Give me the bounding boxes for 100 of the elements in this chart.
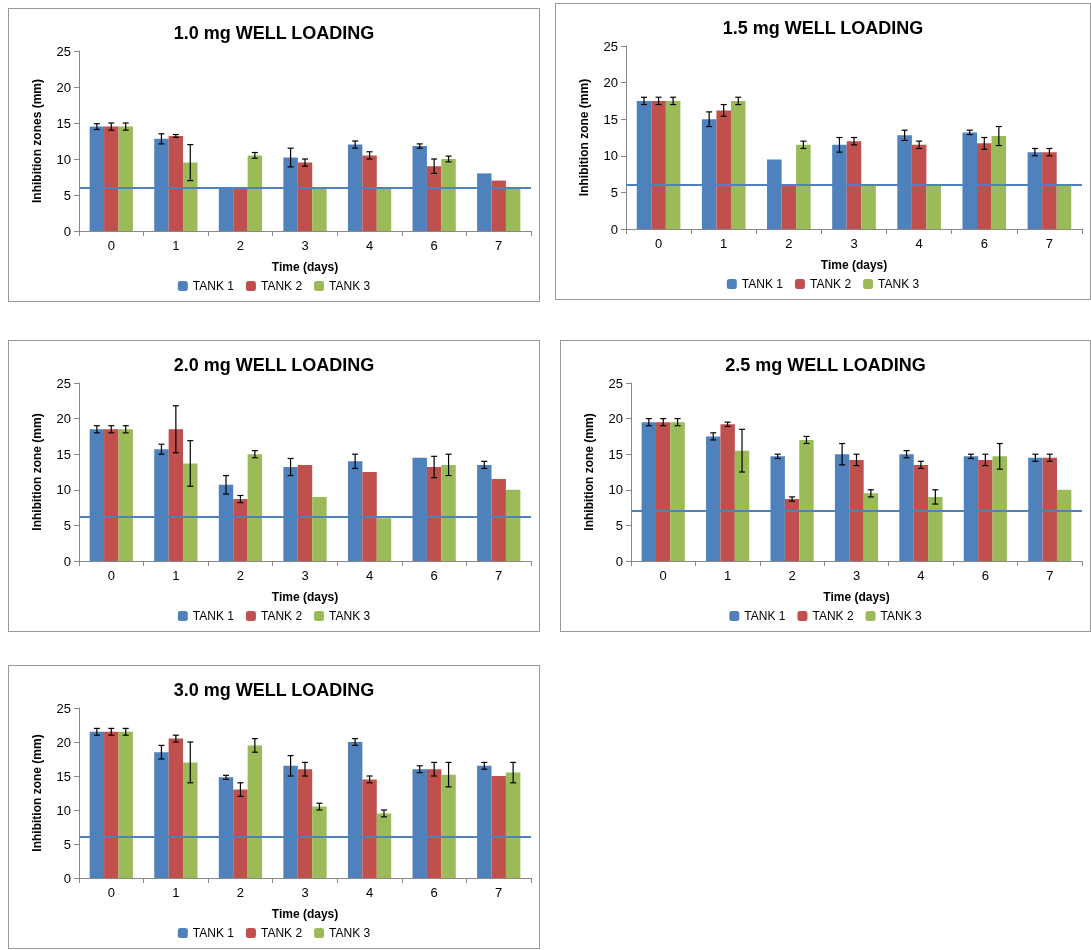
x-tick-label: 0	[107, 238, 115, 253]
legend-label: TANK 2	[260, 926, 303, 940]
bar	[376, 518, 392, 561]
bar	[928, 496, 943, 561]
x-axis-title: Time (days)	[271, 907, 339, 921]
bar	[118, 731, 133, 878]
bar	[977, 143, 992, 229]
y-tick-label: 10	[56, 482, 71, 498]
chart-title: 1.0 mg WELL LOADING	[173, 23, 375, 43]
bar	[104, 731, 119, 878]
x-tick-label: 6	[430, 238, 438, 253]
bar	[247, 155, 263, 231]
y-tick-label: 15	[603, 111, 618, 127]
y-tick-label: 25	[56, 375, 71, 391]
y-tick-label: 20	[603, 75, 618, 91]
x-tick-label: 2	[236, 568, 245, 583]
bar	[376, 813, 392, 878]
x-axis-title: Time (days)	[271, 590, 339, 604]
legend-label: TANK 1	[192, 926, 235, 940]
y-tick-label: 5	[610, 184, 618, 200]
legend-label: TANK 2	[260, 279, 303, 293]
bar	[376, 187, 392, 231]
x-tick-label: 4	[917, 568, 925, 583]
bar	[312, 496, 327, 561]
bar	[118, 126, 133, 231]
chart-title: 1.5 mg WELL LOADING	[722, 18, 924, 38]
bar	[1042, 457, 1057, 561]
bar	[297, 162, 313, 231]
bar	[846, 141, 862, 229]
y-tick-label: 5	[63, 187, 71, 203]
y-tick-label: 20	[608, 411, 623, 427]
x-tick-label: 1	[172, 885, 180, 900]
x-axis-title: Time (days)	[823, 590, 890, 604]
x-tick-label: 3	[852, 568, 861, 583]
bar	[441, 159, 456, 231]
bar	[1056, 489, 1072, 561]
bar	[312, 187, 327, 231]
bar	[665, 100, 681, 229]
x-tick-label: 1	[172, 238, 180, 253]
x-tick-label: 0	[659, 568, 667, 583]
bar	[426, 166, 442, 231]
legend-label: TANK 2	[809, 277, 852, 291]
x-tick-label: 1	[724, 568, 732, 583]
bar	[168, 429, 184, 561]
x-tick-label: 7	[495, 238, 503, 253]
y-tick-label: 20	[56, 79, 71, 95]
x-tick-label: 7	[1046, 568, 1054, 583]
y-tick-label: 5	[63, 836, 71, 852]
x-tick-label: 2	[236, 238, 245, 253]
bar	[362, 472, 377, 561]
bar	[312, 806, 327, 878]
bar	[656, 422, 671, 561]
bar	[505, 772, 521, 878]
bar	[505, 187, 521, 231]
y-axis-title: Inhibition zone (mm)	[30, 413, 44, 531]
y-tick-label: 20	[56, 734, 71, 750]
y-tick-label: 20	[56, 411, 71, 427]
x-tick-label: 0	[107, 568, 115, 583]
bar	[104, 429, 119, 561]
x-tick-label: 3	[301, 238, 309, 253]
legend-label: TANK 2	[260, 609, 303, 623]
x-axis-title: Time (days)	[271, 260, 339, 274]
x-axis-title: Time (days)	[820, 258, 888, 272]
bar	[247, 454, 263, 561]
chart-title: 3.0 mg WELL LOADING	[173, 680, 375, 700]
bar	[168, 738, 184, 878]
y-tick-label: 0	[610, 221, 618, 237]
x-tick-label: 7	[1045, 236, 1054, 251]
y-tick-label: 15	[608, 446, 623, 462]
x-tick-label: 1	[720, 236, 728, 251]
y-tick-label: 15	[56, 115, 71, 131]
y-tick-label: 15	[56, 446, 71, 462]
bar	[183, 762, 198, 878]
x-tick-label: 4	[915, 236, 923, 251]
x-tick-label: 0	[107, 885, 115, 900]
y-axis-title: Inhibition zone (mm)	[582, 413, 596, 531]
bar	[651, 100, 666, 229]
bar	[491, 479, 506, 561]
bar	[104, 126, 119, 231]
x-tick-label: 4	[365, 568, 374, 583]
x-tick-label: 6	[430, 885, 438, 900]
bar	[849, 459, 864, 561]
bar	[863, 493, 879, 561]
bar	[183, 463, 198, 561]
bar	[734, 450, 750, 561]
bar	[796, 144, 811, 229]
legend-label: TANK 1	[192, 279, 235, 293]
legend-label: TANK 1	[741, 277, 784, 291]
chart-title: 2.0 mg WELL LOADING	[173, 355, 375, 375]
bar	[992, 456, 1007, 561]
bar	[233, 499, 248, 561]
x-tick-label: 3	[301, 568, 309, 583]
x-tick-label: 6	[430, 568, 438, 583]
y-tick-label: 25	[603, 38, 618, 54]
bar	[247, 745, 263, 878]
y-tick-label: 0	[63, 223, 71, 239]
bar	[978, 459, 993, 561]
bar	[426, 769, 442, 878]
bar	[720, 424, 735, 561]
y-tick-label: 0	[63, 870, 71, 886]
